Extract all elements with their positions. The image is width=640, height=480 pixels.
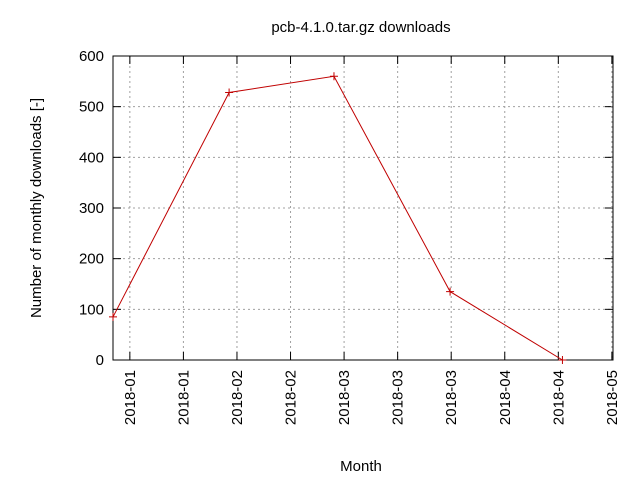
data-point — [446, 287, 455, 296]
x-tick-label: 2018-02 — [283, 370, 300, 425]
x-tick-label: 2018-01 — [122, 370, 139, 425]
data-point — [558, 356, 567, 364]
y-tick-label: 200 — [79, 251, 104, 268]
x-axis-label: Month — [340, 458, 382, 475]
y-tick-label: 300 — [79, 200, 104, 217]
data-line — [112, 75, 563, 361]
data-point — [329, 72, 338, 81]
y-tick-label: 500 — [79, 99, 104, 116]
x-tick-label: 2018-03 — [390, 370, 407, 425]
y-axis-label: Number of monthly downloads [-] — [28, 98, 45, 318]
y-tick-label: 100 — [79, 301, 104, 318]
data-point — [225, 88, 234, 97]
x-tick-label: 2018-03 — [336, 370, 353, 425]
data-point — [109, 312, 117, 321]
x-tick-label: 2018-05 — [604, 370, 621, 425]
x-tick-label: 2018-03 — [443, 370, 460, 425]
x-tick-label: 2018-02 — [229, 370, 246, 425]
x-tick-label: 2018-01 — [175, 370, 192, 425]
y-tick-label: 600 — [79, 48, 104, 65]
x-tick-label: 2018-04 — [550, 370, 567, 425]
chart-title: pcb-4.1.0.tar.gz downloads — [271, 19, 450, 36]
y-tick-label: 0 — [96, 352, 104, 369]
y-tick-label: 400 — [79, 149, 104, 166]
plot-border — [112, 55, 614, 361]
x-tick-label: 2018-04 — [497, 370, 514, 425]
